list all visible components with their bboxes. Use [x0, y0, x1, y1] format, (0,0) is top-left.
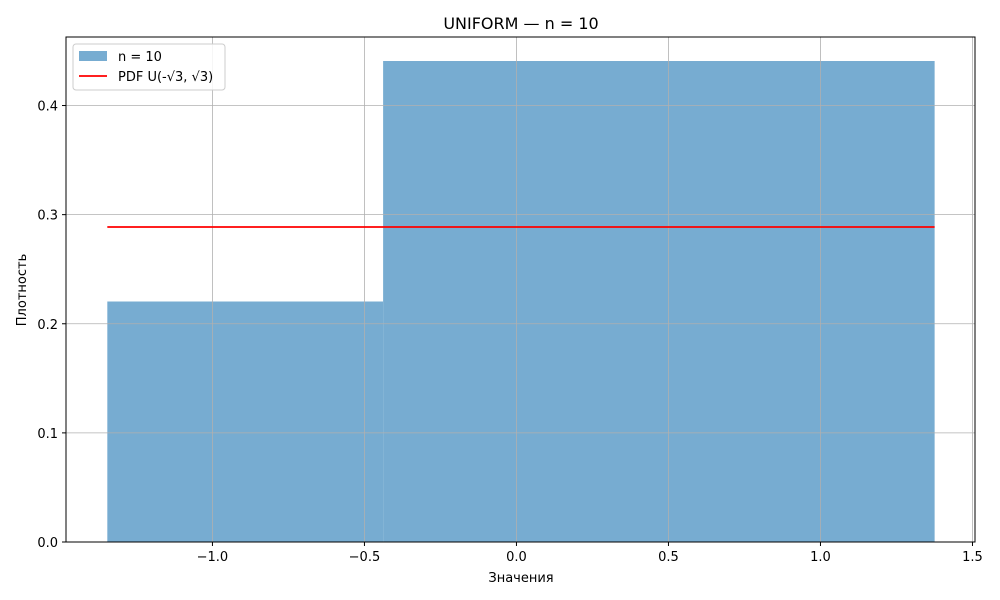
legend-swatch-histogram: [79, 51, 107, 61]
y-tick-label-2: 0.2: [37, 318, 58, 333]
plot-frame: [65, 36, 976, 543]
y-tick-label-3: 0.3: [37, 209, 58, 224]
x-tick-label-5: 1.5: [962, 550, 983, 565]
x-axis-label: Значения: [488, 571, 553, 586]
histogram-bar-1: [383, 61, 935, 543]
histogram-bar-0: [107, 301, 384, 542]
legend-label-pdf: PDF U(-√3, √3): [118, 70, 213, 85]
x-tick-label-1: −0.5: [349, 550, 381, 565]
y-tick-label-4: 0.4: [37, 100, 58, 115]
legend-label-histogram: n = 10: [118, 50, 162, 65]
y-axis-label: Плотность: [15, 254, 30, 326]
x-tick-label-3: 0.5: [658, 550, 679, 565]
x-tick-label-4: 1.0: [810, 550, 831, 565]
bars-layer: [107, 61, 935, 543]
y-axis-ticks: 0.0 0.1 0.2 0.3 0.4: [37, 100, 66, 551]
x-axis-ticks: −1.0 −0.5 0.0 0.5 1.0 1.5: [197, 542, 983, 565]
legend: n = 10 PDF U(-√3, √3): [72, 43, 226, 91]
x-tick-label-0: −1.0: [197, 550, 229, 565]
y-tick-label-0: 0.0: [37, 536, 58, 551]
x-tick-label-2: 0.0: [506, 550, 527, 565]
legend-box: [72, 43, 226, 91]
y-tick-label-1: 0.1: [37, 427, 58, 442]
chart-title: UNIFORM — n = 10: [443, 14, 598, 33]
